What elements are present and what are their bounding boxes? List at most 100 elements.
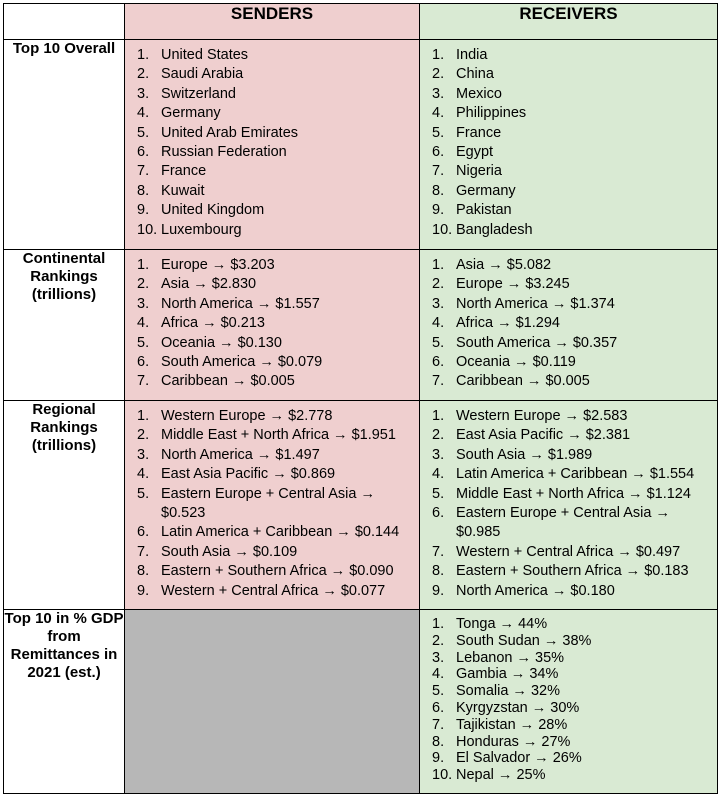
list-item-text: Oceania → $0.119 (456, 354, 576, 371)
continental-receivers-cell: 1. Asia → $5.082 2. Europe → $3.245 3. North … (419, 249, 718, 401)
list-item: 1. Europe → $3.203 (137, 256, 419, 275)
list-item-number: 3. (432, 446, 445, 463)
list-item: 4. Philippines (432, 104, 717, 123)
list-item-text: United Kingdom (161, 202, 265, 219)
list-item-text: Switzerland (161, 85, 236, 102)
list-item-text: Western + Central Africa → $0.077 (161, 582, 386, 599)
list-item-number: 3. (432, 85, 445, 102)
list-item-text: Egypt (456, 144, 494, 161)
list-item-number: 1. (432, 257, 445, 273)
list-item-number: 1. (137, 408, 150, 424)
list-item-number: 4. (432, 105, 445, 122)
list-item-text: El Salvador → 26% (456, 750, 582, 767)
row-regional: Regional Rankings (trillions) 1. Western … (3, 400, 718, 610)
list-item-text: Germany (456, 182, 516, 199)
list-item-text: North America → $1.497 (161, 446, 320, 463)
list-item: 3. North America → $1.497 (137, 446, 419, 465)
list-item: 4. Gambia → 34% (432, 666, 717, 683)
list-item-number: 7. (137, 543, 150, 560)
list-item: 2. Asia → $2.830 (137, 275, 419, 294)
list-item-number: 1. (432, 47, 445, 63)
list-item: 8. Kuwait (137, 182, 419, 201)
list-item: 2. Europe → $3.245 (432, 275, 717, 294)
list-item-number: 9. (432, 750, 445, 767)
row-top10: Top 10 Overall 1. United States 2. Saudi Ar… (3, 39, 718, 250)
list-item-number: 7. (137, 373, 150, 390)
list-item: 3. North America → $1.374 (432, 295, 717, 314)
top10-senders-list: 1. United States 2. Saudi Arabia 3. Switzerla… (125, 40, 419, 246)
list-item-text: France (161, 163, 207, 180)
gdp-senders-empty-cell (124, 609, 420, 794)
list-item-text: United Arab Emirates (161, 124, 299, 141)
list-item-number: 5. (432, 683, 445, 700)
list-item-text: India (456, 47, 488, 63)
list-item-text: Gambia → 34% (456, 666, 559, 683)
list-item-number: 1. (137, 257, 150, 273)
list-item-text: Asia → $2.830 (161, 276, 257, 293)
list-item: 7. Tajikistan → 28% (432, 717, 717, 734)
list-item-text: South Asia → $1.989 (456, 446, 593, 463)
list-item-number: 2. (432, 427, 445, 444)
list-item-number: 9. (137, 202, 150, 219)
list-item-number: 9. (432, 202, 445, 219)
list-item: 2. Saudi Arabia (137, 65, 419, 84)
list-item-text: Latin America + Caribbean → $0.144 (161, 524, 400, 541)
list-item-number: 2. (432, 632, 445, 649)
row-label-regional: Regional Rankings (trillions) (3, 400, 125, 610)
list-item: 4. Latin America + Caribbean → $1.554 (432, 465, 717, 484)
row-gdp: Top 10 in % GDP from Remittances in 2021… (3, 609, 718, 794)
list-item-number: 5. (137, 485, 150, 502)
list-item: 4. Germany (137, 104, 419, 123)
list-item-number: 5. (432, 485, 445, 502)
list-item-text: Luxembourg (161, 221, 242, 238)
gdp-receivers-list: 1. Tonga → 44% 2. South Sudan → 38% 3. Lebano… (420, 610, 717, 790)
list-item: 9. North America → $0.180 (432, 582, 717, 601)
list-item: 1. Asia → $5.082 (432, 256, 717, 275)
list-item-number: 7. (432, 716, 445, 733)
list-item-text: Saudi Arabia (161, 66, 244, 83)
list-item-text: Eastern Europe + Central Asia → $0.523 (161, 485, 375, 522)
senders-header: SENDERS (124, 3, 420, 40)
list-item: 1. Western Europe → $2.583 (432, 407, 717, 426)
list-item-text: East Asia Pacific → $2.381 (456, 427, 631, 444)
list-item-number: 9. (432, 582, 445, 599)
receivers-header: RECEIVERS (419, 3, 718, 40)
list-item-number: 7. (137, 163, 150, 180)
list-item-text: South Asia → $0.109 (161, 543, 298, 560)
list-item: 6. Eastern Europe + Central Asia → $0.985 (432, 504, 717, 543)
list-item-number: 1. (137, 47, 150, 63)
list-item-number: 7. (432, 163, 445, 180)
list-item: 9. Western + Central Africa → $0.077 (137, 582, 419, 601)
list-item-text: North America → $1.374 (456, 295, 615, 312)
list-item-text: Oceania → $0.130 (161, 334, 282, 351)
list-item-number: 1. (432, 616, 445, 632)
regional-receivers-list: 1. Western Europe → $2.583 2. East Asia Pac… (420, 401, 717, 607)
list-item-text: South Sudan → 38% (456, 632, 592, 649)
list-item: 8. Eastern + Southern Africa → $0.183 (432, 562, 717, 581)
list-item-text: Western + Central Africa → $0.497 (456, 543, 681, 560)
corner-cell (3, 3, 125, 40)
list-item-text: Middle East + North Africa → $1.951 (161, 427, 396, 444)
list-item: 6. Egypt (432, 143, 717, 162)
list-item-number: 6. (432, 505, 445, 522)
list-item-number: 4. (137, 466, 150, 483)
row-label-gdp: Top 10 in % GDP from Remittances in 2021… (3, 609, 125, 794)
list-item-number: 9. (137, 582, 150, 599)
gdp-receivers-cell: 1. Tonga → 44% 2. South Sudan → 38% 3. Lebano… (419, 609, 718, 794)
list-item: 1. United States (137, 46, 419, 65)
list-item: 6. Kyrgyzstan → 30% (432, 700, 717, 717)
list-item-text: France (456, 124, 502, 141)
list-item: 8. Eastern + Southern Africa → $0.090 (137, 562, 419, 581)
list-item-text: Europe → $3.245 (456, 276, 570, 293)
row-label-top10: Top 10 Overall (3, 39, 125, 250)
list-item: 6. Russian Federation (137, 143, 419, 162)
list-item-number: 8. (432, 563, 445, 580)
list-item-number: 10. (137, 221, 158, 238)
list-item-text: Western Europe → $2.778 (161, 408, 333, 424)
list-item-text: Honduras → 27% (456, 733, 571, 750)
continental-receivers-list: 1. Asia → $5.082 2. Europe → $3.245 3. North … (420, 250, 717, 398)
top10-senders-cell: 1. United States 2. Saudi Arabia 3. Switzerla… (124, 39, 420, 250)
list-item: 1. Western Europe → $2.778 (137, 407, 419, 426)
list-item: 7. Western + Central Africa → $0.497 (432, 543, 717, 562)
list-item-text: Nepal → 25% (456, 767, 546, 784)
